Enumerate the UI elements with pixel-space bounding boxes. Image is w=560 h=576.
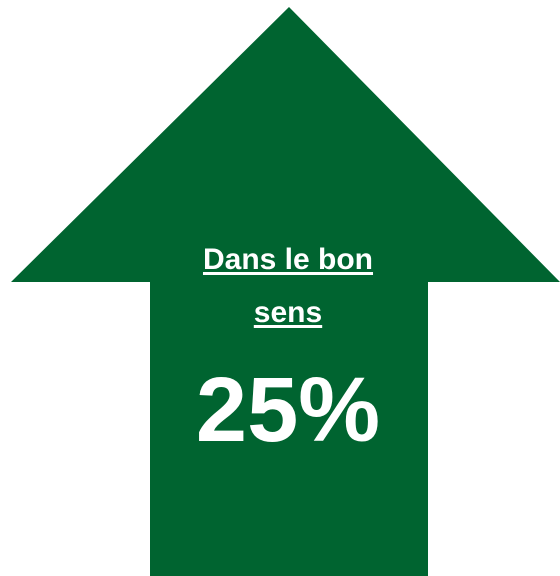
arrow-label-line1: Dans le bon xyxy=(202,243,374,276)
arrow-shape xyxy=(11,7,560,576)
percentage-value: 25% xyxy=(195,359,381,461)
arrow-label-line2: sens xyxy=(253,296,323,329)
